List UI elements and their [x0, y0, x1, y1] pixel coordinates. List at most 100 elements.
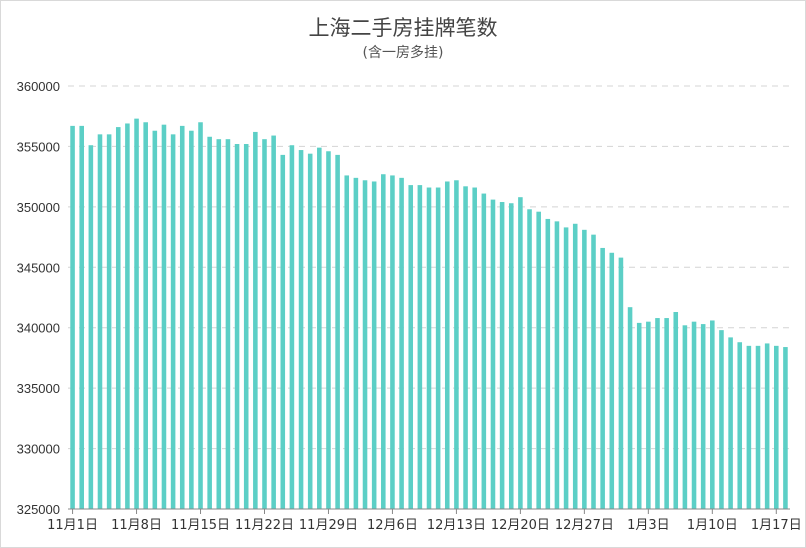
bar	[399, 177, 404, 509]
bar	[88, 145, 94, 509]
bar	[746, 345, 752, 509]
chart-title: 上海二手房挂牌笔数	[308, 16, 498, 40]
bar	[234, 144, 240, 509]
bar	[673, 312, 679, 509]
bar	[444, 181, 450, 510]
y-tick-label: 360000	[17, 79, 60, 94]
bar	[216, 139, 222, 509]
x-tick-label: 1月17日	[751, 518, 802, 533]
bar	[737, 342, 743, 509]
x-tick-label: 12月13日	[427, 518, 486, 533]
bar	[179, 125, 185, 509]
bar	[618, 257, 624, 509]
bar	[508, 203, 514, 510]
bar	[70, 125, 75, 509]
bar	[582, 229, 587, 509]
bar	[106, 134, 112, 509]
bar	[426, 187, 432, 509]
bar	[499, 202, 505, 509]
bar	[317, 147, 322, 509]
x-tick-label: 11月15日	[171, 518, 230, 533]
bar	[454, 180, 459, 509]
x-tick-label: 11月8日	[111, 518, 162, 533]
bar	[225, 139, 231, 509]
bar	[271, 135, 276, 510]
chart-subtitle: (含一房多挂)	[362, 45, 444, 61]
x-tick-label: 12月20日	[491, 518, 550, 533]
bar	[152, 130, 158, 509]
x-tick-label: 1月3日	[627, 518, 670, 533]
bar	[408, 185, 414, 509]
bar	[298, 150, 304, 510]
bar	[390, 175, 395, 509]
bar	[307, 153, 313, 509]
bar	[554, 221, 560, 510]
bar	[527, 209, 532, 509]
x-tick-label: 11月1日	[47, 518, 98, 533]
x-tick-label: 1月10日	[687, 518, 738, 533]
bar	[472, 187, 477, 509]
bar	[627, 307, 633, 509]
bar	[774, 345, 779, 509]
bar	[353, 177, 359, 509]
bar	[636, 322, 642, 509]
bar	[591, 234, 596, 509]
bar	[97, 134, 103, 509]
bar	[572, 223, 578, 509]
bar	[691, 321, 697, 509]
bar	[161, 124, 167, 510]
bar	[435, 187, 441, 509]
y-tick-label: 345000	[17, 260, 60, 275]
x-axis-ticks: 11月1日 11月8日 11月15日 11月22日 11月29日 12月6日 12月13日 1…	[47, 509, 802, 533]
y-tick-label: 330000	[17, 442, 60, 457]
bar	[289, 145, 295, 509]
bar	[381, 174, 386, 510]
bar	[115, 127, 121, 509]
bar	[280, 154, 286, 509]
bar	[189, 130, 194, 509]
bar	[518, 197, 523, 509]
bar	[134, 118, 139, 509]
bar	[335, 154, 340, 509]
bar	[463, 186, 468, 509]
x-tick-label: 11月29日	[299, 518, 358, 533]
bar	[79, 125, 84, 509]
bar	[262, 139, 267, 509]
y-tick-label: 335000	[17, 381, 60, 396]
bar	[563, 227, 569, 509]
bar	[198, 122, 203, 509]
y-tick-label: 325000	[17, 502, 60, 517]
x-tick-label: 12月27日	[555, 518, 614, 533]
bar	[344, 175, 350, 509]
bar	[655, 318, 660, 509]
bar	[700, 324, 706, 509]
bars	[70, 118, 788, 510]
bar	[243, 144, 249, 509]
bar	[664, 318, 669, 509]
bar	[646, 321, 651, 509]
bar	[545, 218, 551, 509]
bar	[783, 347, 788, 509]
bar	[253, 131, 258, 509]
bar	[710, 320, 715, 509]
bar	[764, 343, 770, 509]
bar	[326, 151, 331, 509]
bar	[371, 181, 377, 510]
bar	[362, 180, 368, 509]
bar	[682, 325, 688, 509]
bar	[728, 337, 733, 509]
bar	[719, 330, 724, 509]
bar	[536, 211, 541, 509]
bar	[417, 185, 423, 509]
bar	[207, 136, 212, 509]
bar	[609, 252, 615, 509]
bar	[481, 193, 487, 509]
bar	[490, 199, 496, 510]
bar	[600, 247, 605, 509]
y-tick-label: 355000	[17, 139, 60, 154]
bar	[125, 123, 130, 509]
y-axis-ticks: 325000 330000 335000 340000 345000 350000 3550…	[17, 79, 60, 517]
bar	[755, 345, 761, 509]
y-tick-label: 340000	[17, 321, 60, 336]
